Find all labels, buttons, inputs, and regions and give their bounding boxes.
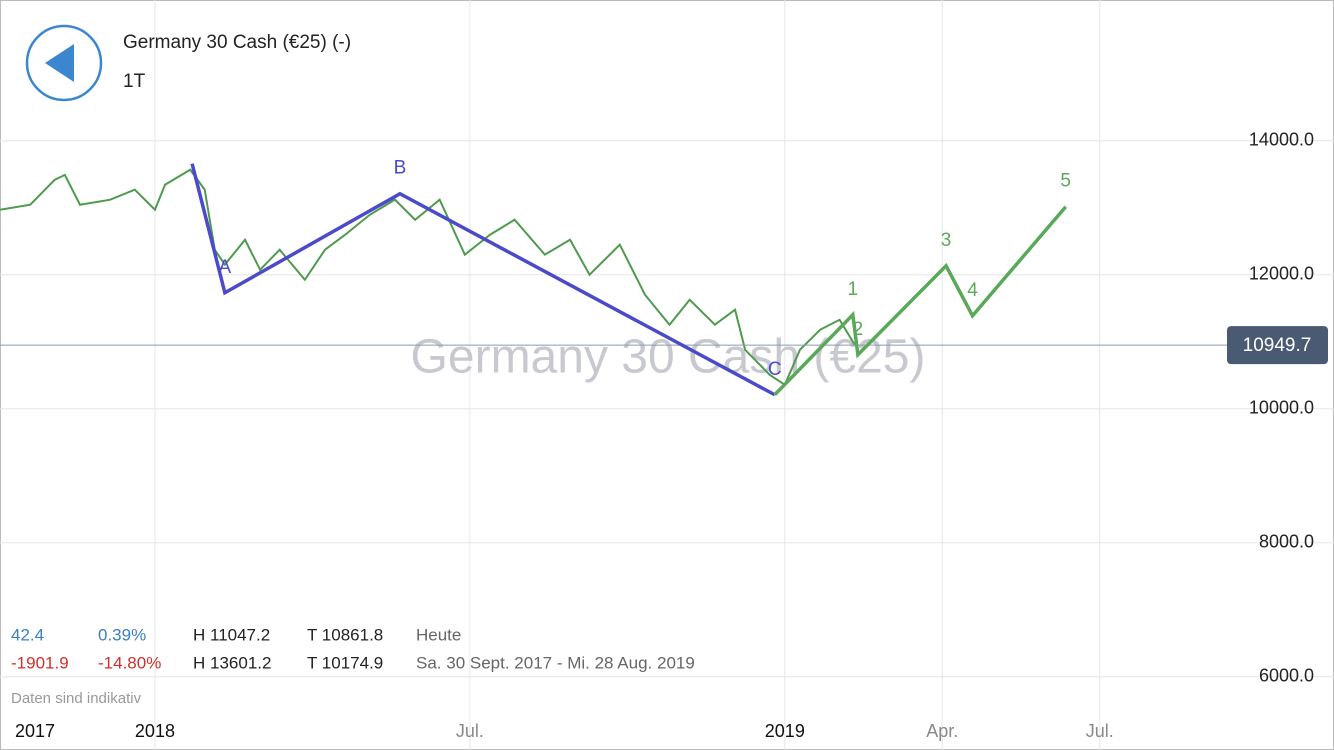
wave-label: 5	[1060, 171, 1071, 192]
wave-line	[773, 205, 1068, 396]
x-tick-label: Apr.	[926, 721, 958, 741]
wave-label: 4	[967, 280, 978, 301]
back-arrow[interactable]	[45, 44, 74, 82]
x-tick-label: 2017	[15, 721, 55, 741]
stat-value: -14.80%	[98, 653, 161, 672]
wave-line	[190, 163, 776, 397]
y-tick-label: 14000.0	[1249, 129, 1314, 149]
stat-value: Sa. 30 Sept. 2017 - Mi. 28 Aug. 2019	[416, 653, 695, 672]
stat-value: -1901.9	[11, 653, 69, 672]
back-button[interactable]	[25, 24, 103, 102]
wave-label: 3	[941, 230, 952, 251]
stat-value: H 11047.2	[193, 625, 270, 644]
wave-label: A	[219, 257, 232, 278]
stats: 42.4 0.39% H 11047.2 T 10861.8 Heute -1901.9 -…	[11, 625, 695, 672]
instrument-title: Germany 30 Cash (€25) (-)	[123, 32, 351, 53]
y-tick-label: 12000.0	[1249, 263, 1314, 283]
y-tick-label: 8000.0	[1259, 532, 1314, 552]
wave-label: 1	[848, 279, 859, 300]
x-tick-label: Jul.	[1086, 721, 1114, 741]
plot: 10949.7 A B C 1 2 3 4 5	[0, 158, 1328, 397]
stat-value: H 13601.2	[193, 653, 271, 672]
stat-value: 42.4	[11, 625, 44, 644]
x-tick-label: 2018	[135, 721, 175, 741]
y-tick-label: 10000.0	[1249, 398, 1314, 418]
current-price-label: 10949.7	[1243, 335, 1312, 356]
wave-label: B	[394, 158, 407, 179]
stat-value: T 10174.9	[307, 653, 383, 672]
stat-value: Heute	[416, 625, 461, 644]
x-tick-label: Jul.	[456, 721, 484, 741]
y-tick-label: 6000.0	[1259, 666, 1314, 686]
wave-label: 2	[853, 319, 864, 340]
price-line	[0, 168, 856, 387]
watermark: Germany 30 Cash (€25)	[411, 331, 926, 384]
x-tick-label: 2019	[765, 721, 805, 741]
note: Daten sind indikativ	[11, 690, 142, 707]
stat-value: T 10861.8	[307, 625, 383, 644]
stat-value: 0.39%	[98, 625, 146, 644]
wave-label: C	[768, 359, 782, 380]
period: 1T	[123, 71, 146, 92]
current-price-box	[1227, 326, 1328, 365]
